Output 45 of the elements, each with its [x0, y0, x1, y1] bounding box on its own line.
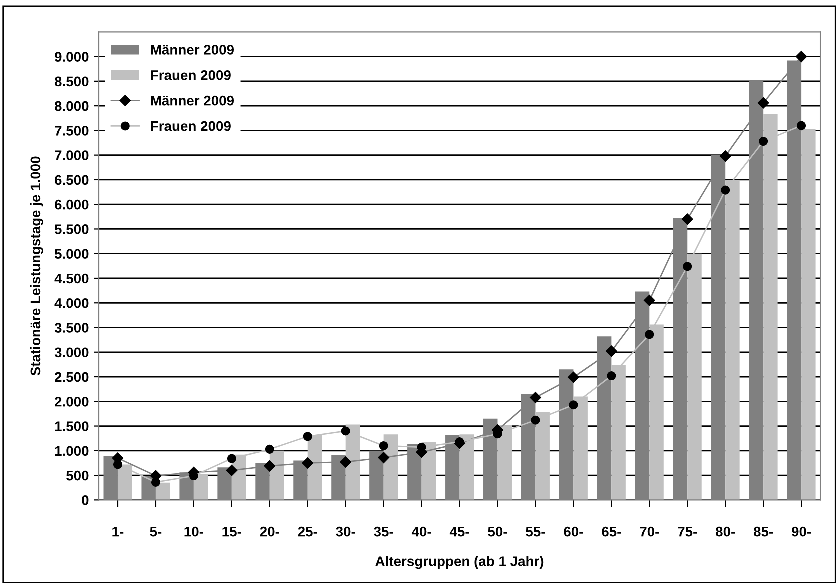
y-axis-title: Stationäre Leistungstage je 1.000: [30, 156, 44, 376]
x-axis-title: Altersgruppen (ab 1 Jahr): [376, 556, 544, 570]
legend-label: Frauen 2009: [151, 121, 231, 132]
x-tick-label: 15-: [222, 527, 242, 537]
legend-label: Frauen 2009: [151, 70, 231, 80]
y-tick-label: 5.000: [54, 249, 89, 260]
x-tick-label: 75-: [678, 527, 698, 537]
x-tick-label: 40-: [412, 526, 432, 537]
y-tick-label: 9.000: [55, 52, 89, 62]
x-tick-label: 55-: [526, 527, 546, 537]
x-tick-label: 50-: [488, 526, 508, 537]
y-tick-label: 7.000: [55, 150, 89, 160]
x-tick-label: 10-: [184, 526, 204, 537]
y-tick-label: 4.000: [54, 298, 89, 308]
y-tick-label: 0: [82, 496, 89, 506]
x-tick-label: 25-: [298, 526, 318, 537]
x-tick-label: 60-: [564, 526, 584, 537]
y-tick-label: 2.500: [55, 372, 89, 382]
legend-label: Männer 2009: [151, 45, 234, 55]
x-tick-label: 20-: [260, 526, 280, 537]
y-tick-label: 7.500: [55, 126, 89, 136]
y-tick-label: 5.500: [54, 224, 89, 234]
y-tick-label: 1.500: [55, 422, 89, 432]
y-tick-label: 500: [66, 470, 89, 481]
y-tick-label: 6.500: [55, 175, 89, 186]
x-tick-label: 70-: [640, 526, 660, 537]
y-tick-label: 1.000: [55, 446, 89, 456]
y-tick-label: 3.000: [54, 348, 89, 358]
x-tick-label: 80-: [716, 526, 736, 537]
y-tick-label: 4.500: [54, 274, 89, 284]
y-tick-label: 2.000: [55, 396, 89, 407]
y-tick-label: 8.000: [54, 101, 89, 112]
y-tick-label: 6.000: [55, 200, 89, 210]
legend-label: Männer 2009: [151, 96, 234, 106]
x-tick-label: 1-: [112, 527, 124, 537]
x-tick-label: 30-: [336, 526, 356, 537]
x-tick-label: 85-: [754, 526, 774, 537]
x-tick-label: 5-: [150, 527, 162, 537]
x-tick-label: 65-: [602, 526, 622, 537]
x-tick-label: 90-: [792, 526, 812, 537]
bar: [802, 129, 816, 500]
x-tick-label: 35-: [374, 526, 394, 537]
y-tick-label: 8.500: [54, 76, 89, 87]
y-tick-label: 3.500: [54, 323, 89, 333]
x-tick-label: 45-: [450, 527, 470, 537]
